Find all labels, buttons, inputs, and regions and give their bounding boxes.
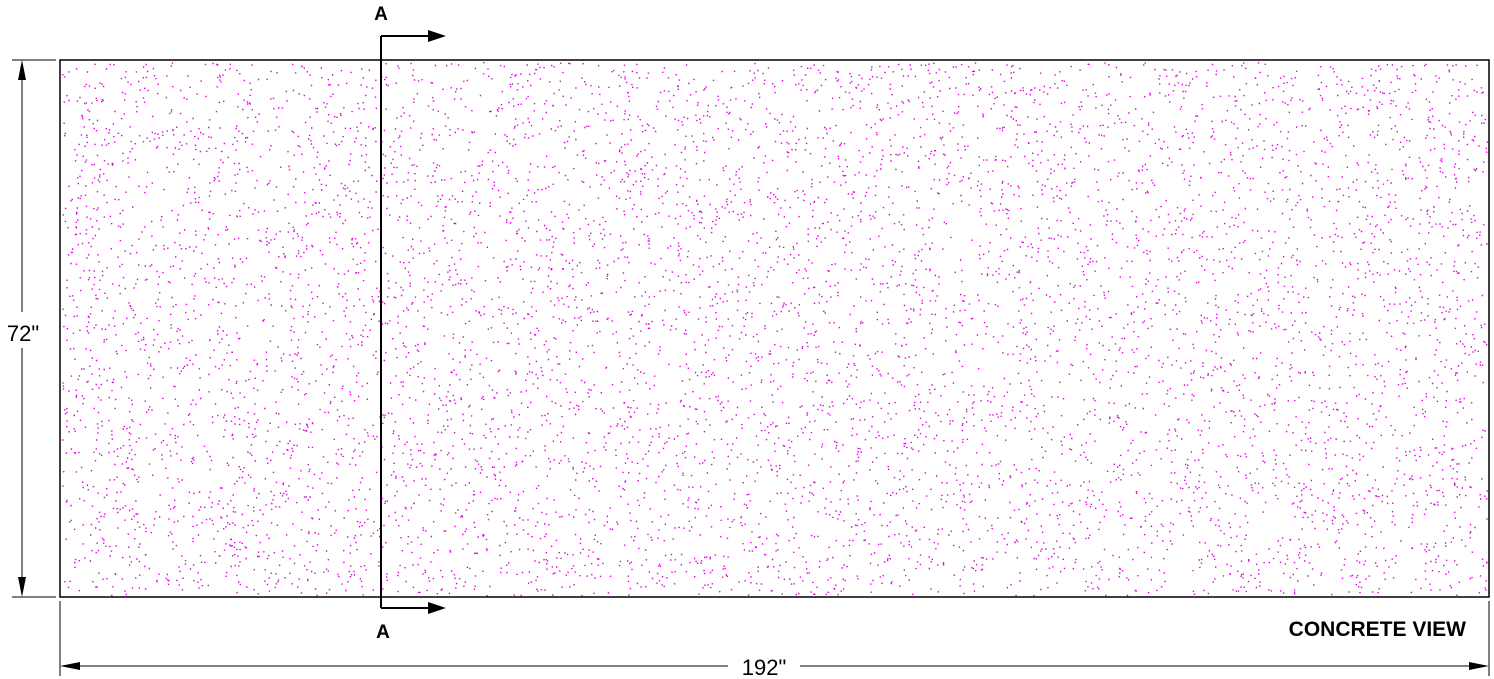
width-dimension [59,601,1490,676]
section-label-bottom: A [376,622,390,643]
height-dimension [12,59,56,598]
width-dimension-label: 192" [742,655,787,679]
view-title: CONCRETE VIEW [1289,618,1467,641]
concrete-hatch-dots [62,62,1489,597]
height-dimension-label: 72" [7,321,39,346]
concrete-slab-outline [59,59,1490,598]
section-arrow-top [381,30,446,42]
concrete-hatch [62,62,1489,597]
section-arrow-bottom [381,602,446,614]
section-label-top: A [374,4,388,25]
